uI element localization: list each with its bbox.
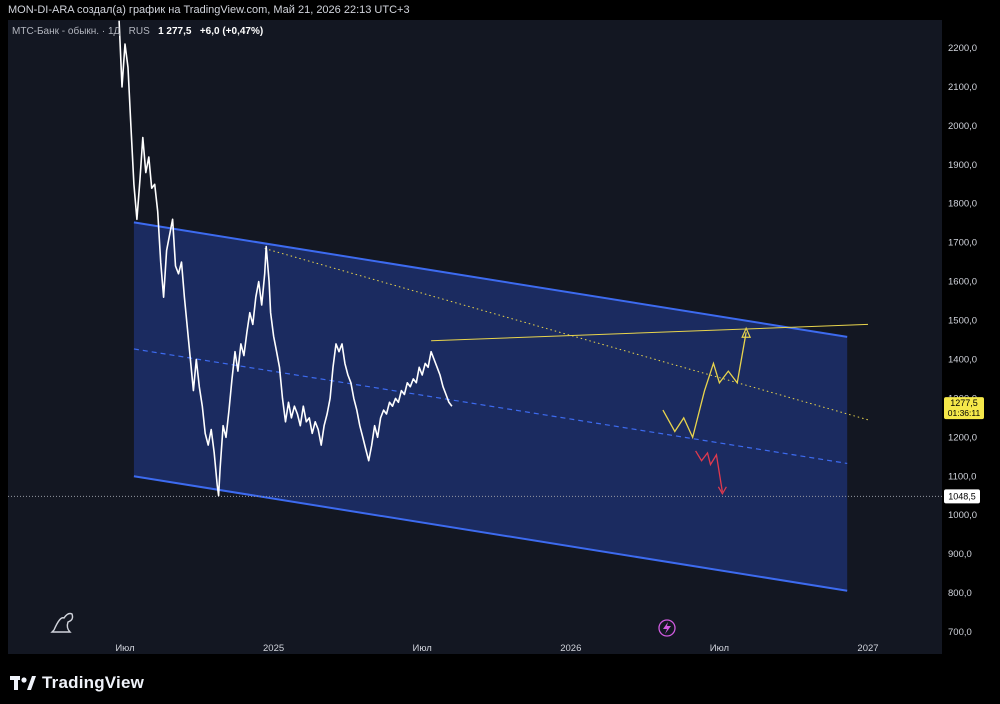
low-price-value: 1048,5 bbox=[948, 491, 976, 501]
x-tick-label: Июл bbox=[115, 643, 134, 654]
tradingview-logo[interactable]: TradingView bbox=[10, 670, 144, 696]
scenario-up-path[interactable] bbox=[662, 332, 747, 440]
scenario-up-arrow bbox=[741, 326, 752, 338]
current-price-tag bbox=[944, 397, 984, 420]
low-price-tag bbox=[944, 489, 980, 504]
dino-icon[interactable] bbox=[50, 612, 74, 633]
y-tick-label: 1400,0 bbox=[948, 354, 977, 365]
resistance-line[interactable] bbox=[431, 323, 869, 342]
y-tick-label: 1600,0 bbox=[948, 277, 977, 288]
legend-symbol: МТС-Банк - обыкн. · 1Д bbox=[12, 26, 121, 37]
price-series-line[interactable] bbox=[118, 20, 453, 497]
y-tick-label: 1700,0 bbox=[948, 238, 977, 249]
current-price-value: 1277,5 bbox=[950, 398, 978, 408]
y-tick-label: 800,0 bbox=[948, 588, 972, 599]
scenario-down-arrow bbox=[717, 486, 727, 496]
chart-caption: MON-DI-ARA создал(а) график на TradingVi… bbox=[8, 4, 410, 16]
legend-price: 1 277,5 bbox=[158, 26, 192, 37]
x-tick-label: 2027 bbox=[857, 643, 878, 654]
trend-dotted-line[interactable] bbox=[264, 248, 869, 421]
y-tick-label: 1900,0 bbox=[948, 160, 977, 171]
tradingview-brand: TradingView bbox=[42, 673, 145, 692]
y-tick-label: 1800,0 bbox=[948, 199, 977, 210]
y-tick-label: 1000,0 bbox=[948, 510, 977, 521]
y-tick-label: 900,0 bbox=[948, 549, 972, 560]
channel-top-line[interactable] bbox=[133, 221, 848, 338]
current-price-countdown: 01:36:11 bbox=[948, 408, 981, 418]
y-tick-label: 700,0 bbox=[948, 627, 972, 638]
channel-mid-line[interactable] bbox=[133, 348, 848, 465]
symbol-legend: МТС-Банк - обыкн. · 1Д RUS 1 277,5 +6,0 … bbox=[12, 26, 263, 37]
channel-bottom-line[interactable] bbox=[133, 475, 848, 592]
scenario-down-path[interactable] bbox=[695, 450, 724, 492]
legend-exchange: RUS bbox=[128, 26, 150, 37]
flash-icon[interactable] bbox=[658, 619, 676, 637]
x-tick-label: Июл bbox=[413, 643, 432, 654]
y-tick-label: 2000,0 bbox=[948, 121, 977, 132]
y-tick-label: 1500,0 bbox=[948, 316, 977, 327]
y-tick-label: 1200,0 bbox=[948, 432, 977, 443]
tradingview-logo-icon bbox=[10, 676, 36, 690]
x-tick-label: 2026 bbox=[560, 643, 581, 654]
y-tick-label: 2100,0 bbox=[948, 82, 977, 93]
x-tick-label: 2025 bbox=[263, 643, 284, 654]
y-tick-label: 2200,0 bbox=[948, 43, 977, 54]
y-tick-label: 1100,0 bbox=[948, 471, 976, 482]
x-tick-label: Июл bbox=[710, 643, 729, 654]
legend-change: +6,0 (+0,47%) bbox=[199, 26, 264, 37]
